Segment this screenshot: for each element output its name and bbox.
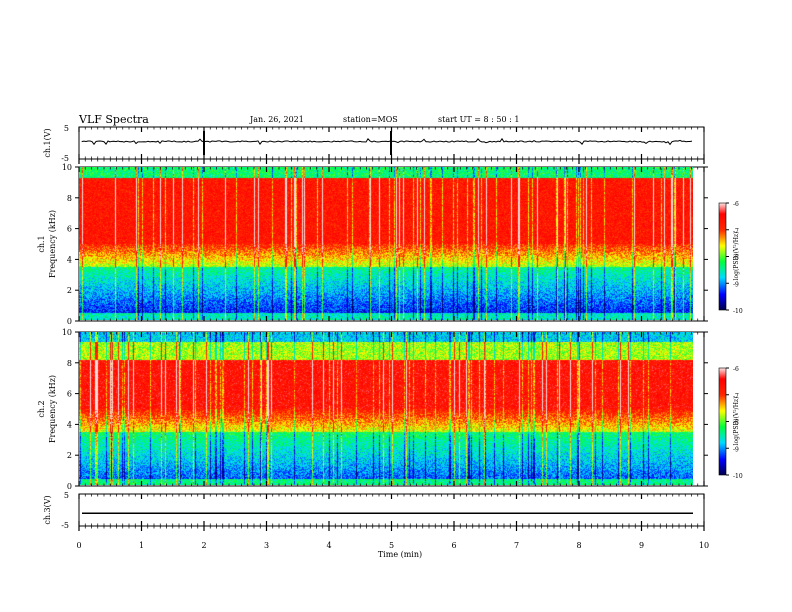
y-tick-label: 0 — [67, 482, 72, 491]
y-tick-label: 8 — [67, 359, 72, 368]
ch3-voltage-ylabel: ch.3(V) — [43, 495, 52, 524]
colorbar-frame — [718, 367, 727, 476]
colorbar-tick-label: -7 — [733, 228, 739, 235]
station-label: station=MOS — [343, 115, 398, 124]
ch1-colorbar — [719, 203, 726, 310]
y-tick-label: 5 — [64, 491, 69, 500]
y-tick-label: 5 — [64, 124, 69, 133]
y-tick-label: 6 — [67, 390, 72, 399]
x-tick-label: 5 — [389, 541, 394, 550]
colorbar-tick-label: -10 — [733, 473, 743, 480]
x-tick-label: 2 — [201, 541, 206, 550]
y-tick-label: 2 — [67, 451, 72, 460]
ch2-spectrogram — [79, 332, 693, 485]
x-tick-label: 0 — [76, 541, 81, 550]
y-tick-label: 4 — [67, 420, 72, 429]
x-tick-label: 1 — [139, 541, 144, 550]
ch1-ylabel-frequency: Frequency (kHz) — [48, 210, 57, 278]
ch2-colorbar — [719, 368, 726, 475]
figure-title: VLF Spectra — [79, 113, 149, 126]
x-tick-label: 6 — [451, 541, 456, 550]
y-tick-label: 0 — [67, 317, 72, 326]
y-tick-label: 6 — [67, 225, 72, 234]
y-tick-label: 8 — [67, 194, 72, 203]
y-tick-label: -5 — [61, 521, 69, 530]
x-axis-label: Time (min) — [378, 550, 422, 559]
ch1-spectrogram — [79, 167, 693, 320]
cbar2-label: log(PSD)(V²/Hz) — [733, 397, 740, 446]
colorbar-frame — [718, 202, 727, 311]
x-tick-label: 3 — [264, 541, 269, 550]
cbar1-label: log(PSD)(V²/Hz) — [733, 232, 740, 281]
y-tick-label: -5 — [61, 154, 69, 163]
y-tick-label: 10 — [62, 163, 72, 172]
date-label: Jan. 26, 2021 — [250, 115, 304, 124]
x-tick-label: 4 — [326, 541, 331, 550]
colorbar-tick-label: -8 — [733, 255, 739, 262]
colorbar-tick-label: -9 — [733, 281, 739, 288]
colorbar-tick-label: -6 — [733, 201, 739, 208]
start-time-label: start UT = 8 : 50 : 1 — [438, 115, 520, 124]
y-tick-label: 10 — [62, 328, 72, 337]
colorbar-tick-label: -9 — [733, 446, 739, 453]
x-tick-label: 9 — [639, 541, 644, 550]
x-tick-label: 7 — [514, 541, 519, 550]
ch2-ylabel-channel: ch.2 — [37, 400, 46, 417]
ch1-ylabel-channel: ch.1 — [37, 235, 46, 252]
x-tick-label: 8 — [576, 541, 581, 550]
colorbar-tick-label: -7 — [733, 393, 739, 400]
ch1-voltage-ylabel: ch.1(V) — [43, 128, 52, 157]
y-tick-label: 2 — [67, 286, 72, 295]
colorbar-tick-label: -8 — [733, 420, 739, 427]
colorbar-tick-label: -10 — [733, 308, 743, 315]
x-tick-label: 10 — [699, 541, 709, 550]
ch1-waveform — [81, 137, 693, 146]
ch2-ylabel-frequency: Frequency (kHz) — [48, 375, 57, 443]
colorbar-tick-label: -6 — [733, 366, 739, 373]
y-tick-label: 4 — [67, 255, 72, 264]
